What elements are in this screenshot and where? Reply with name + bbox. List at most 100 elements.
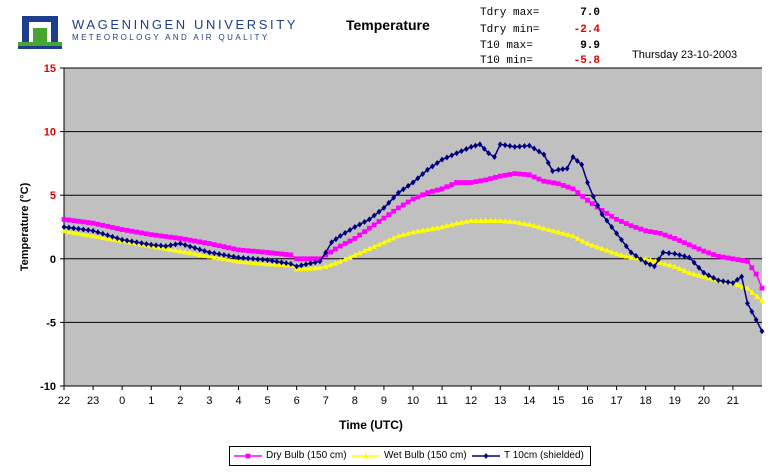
data-point-dry-bulb (551, 180, 556, 186)
data-point-dry-bulb (643, 228, 649, 234)
data-point-dry-bulb (366, 225, 372, 231)
data-point-dry-bulb (240, 247, 246, 253)
data-point-dry-bulb (638, 226, 644, 232)
data-point-dry-bulb (211, 242, 217, 247)
x-tick-label: 23 (87, 395, 99, 407)
data-point-t10 (715, 277, 721, 284)
data-point-t10 (163, 243, 169, 250)
data-point-dry-bulb (463, 180, 469, 185)
data-point-dry-bulb (202, 240, 207, 246)
data-point-dry-bulb (187, 237, 193, 243)
data-point-wet-bulb (575, 235, 581, 241)
data-point-dry-bulb (381, 215, 387, 221)
data-point-dry-bulb (158, 233, 164, 239)
data-point-wet-bulb (201, 252, 208, 258)
data-point-dry-bulb (536, 176, 542, 182)
data-point-t10 (730, 279, 736, 286)
data-point-dry-bulb (177, 236, 183, 241)
data-point-wet-bulb (95, 233, 101, 240)
data-point-t10 (294, 263, 300, 270)
data-point-wet-bulb (642, 255, 649, 262)
data-point-dry-bulb (274, 251, 280, 256)
data-point-dry-bulb (565, 184, 571, 190)
data-point-t10 (444, 154, 450, 161)
data-point-wet-bulb (565, 231, 571, 238)
data-point-dry-bulb (71, 218, 77, 224)
data-point-t10 (739, 273, 745, 280)
series-t10 (61, 141, 765, 335)
data-point-wet-bulb (405, 230, 411, 236)
data-point-dry-bulb (328, 249, 333, 255)
data-point-t10 (590, 193, 596, 200)
data-point-dry-bulb (701, 248, 707, 254)
data-point-t10 (303, 261, 309, 268)
data-point-wet-bulb (429, 225, 436, 232)
data-point-t10 (656, 256, 662, 263)
data-point-t10 (288, 260, 294, 267)
data-point-t10 (381, 204, 387, 211)
data-point-t10 (333, 236, 339, 243)
data-point-t10 (405, 182, 411, 189)
data-point-t10 (236, 254, 241, 261)
data-point-dry-bulb (657, 230, 663, 236)
chart-legend: Dry Bulb (150 cm) Wet Bulb (150 cm) T 10… (229, 446, 591, 466)
data-point-t10 (439, 156, 445, 163)
data-point-dry-bulb (749, 265, 755, 271)
data-point-t10 (522, 143, 527, 150)
data-point-t10 (672, 250, 678, 257)
data-point-wet-bulb (487, 217, 494, 224)
data-point-wet-bulb (182, 249, 188, 255)
data-point-t10 (651, 263, 657, 270)
x-tick-label: 1 (148, 395, 154, 407)
data-point-t10 (274, 258, 280, 265)
data-point-wet-bulb (347, 254, 353, 260)
data-point-dry-bulb (386, 212, 392, 218)
data-point-t10 (216, 251, 222, 258)
data-point-wet-bulb (439, 224, 445, 230)
data-point-t10 (564, 165, 570, 172)
data-point-t10 (463, 145, 469, 152)
data-point-wet-bulb (66, 228, 72, 235)
data-point-dry-bulb (100, 222, 106, 228)
data-point-wet-bulb (647, 257, 654, 263)
stat-value-t10-min: -5.8 (573, 55, 600, 67)
data-point-wet-bulb (90, 232, 96, 239)
data-point-dry-bulb (478, 178, 484, 184)
data-point-dry-bulb (459, 180, 464, 185)
data-point-t10 (502, 142, 508, 149)
data-point-t10 (265, 257, 270, 264)
data-point-dry-bulb (715, 253, 721, 259)
y-tick-label: 5 (50, 190, 56, 202)
data-point-t10 (614, 230, 619, 237)
x-tick-label: 13 (494, 395, 506, 407)
data-point-dry-bulb (570, 186, 576, 192)
data-point-dry-bulb (95, 221, 101, 227)
data-point-wet-bulb (371, 243, 378, 249)
data-point-dry-bulb (706, 250, 712, 256)
data-point-dry-bulb (163, 234, 169, 239)
data-point-dry-bulb (483, 177, 489, 183)
data-point-dry-bulb (560, 183, 566, 188)
x-tick-label: 22 (58, 395, 70, 407)
data-point-t10 (720, 278, 726, 285)
data-point-dry-bulb (303, 256, 309, 262)
data-point-wet-bulb (744, 285, 751, 291)
data-point-wet-bulb (608, 249, 615, 255)
data-point-t10 (660, 249, 666, 256)
data-point-dry-bulb (396, 205, 401, 211)
data-point-t10 (531, 145, 537, 152)
data-point-t10 (105, 232, 111, 239)
data-point-t10 (312, 259, 318, 266)
data-point-dry-bulb (420, 192, 426, 198)
data-point-t10 (749, 308, 755, 315)
data-point-t10 (187, 243, 193, 250)
data-point-wet-bulb (196, 251, 203, 257)
data-point-wet-bulb (226, 256, 232, 263)
data-point-t10 (734, 276, 740, 283)
stat-label-t10-min: T10 min= (480, 55, 533, 67)
data-point-wet-bulb (400, 231, 407, 238)
data-point-wet-bulb (628, 254, 634, 260)
data-point-dry-bulb (298, 256, 304, 262)
data-point-t10 (80, 226, 86, 233)
